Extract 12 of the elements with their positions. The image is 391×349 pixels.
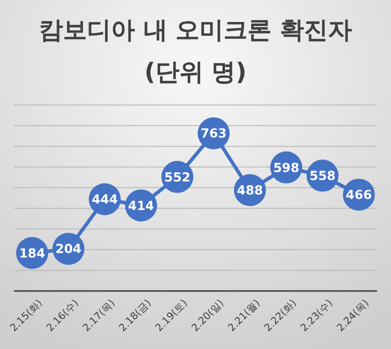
data-label: 763 [200, 126, 227, 141]
data-label: 204 [55, 241, 82, 256]
data-label: 552 [164, 169, 190, 184]
chart-title: 캄보디아 내 오미크론 확진자 [38, 16, 352, 44]
data-label: 466 [346, 187, 372, 202]
chart-subtitle: (단위 명) [144, 58, 247, 86]
data-label: 488 [236, 182, 263, 198]
data-label: 598 [273, 160, 300, 175]
data-label: 414 [128, 198, 154, 213]
data-label: 444 [92, 192, 118, 207]
data-label: 558 [310, 168, 336, 184]
data-label: 184 [19, 245, 46, 260]
